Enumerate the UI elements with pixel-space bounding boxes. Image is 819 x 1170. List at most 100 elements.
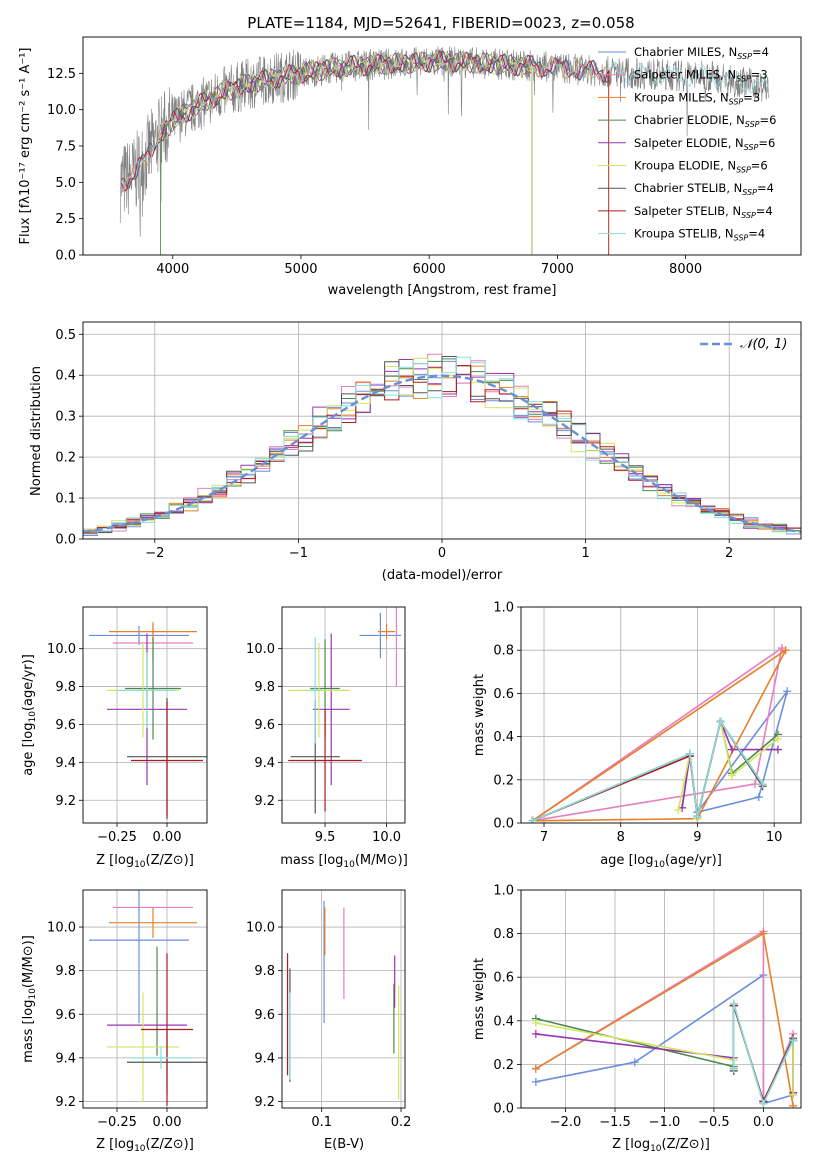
spectrum-ytick-label-0: 0.0 (55, 249, 76, 264)
legend-entry-text: Salpeter MILES, N (634, 68, 736, 82)
weight_age-marker-chabrier-miles (783, 687, 792, 696)
spectrum-xlabel: wavelength [Angstrom, rest frame] (328, 283, 557, 298)
axes-border (520, 889, 802, 1109)
weight_metal-ytick-label-2: 0.4 (493, 1014, 514, 1029)
weight_age-ytick-label-0: 0.0 (493, 817, 514, 832)
weight_metal-marker-salpeter-elodie (531, 1029, 540, 1038)
age_metal-ylabel: age [log10(age/yr)] (21, 654, 38, 776)
age_metal-ytick-label-4: 10.0 (47, 642, 76, 657)
weight_age-xlabel: age [log10(age/yr)] (600, 853, 722, 870)
spectrum-xtick-label-2: 6000 (413, 262, 446, 277)
legend-entry-sub: SSP (736, 75, 751, 84)
mass_metal-ylabel-part: mass [log (21, 1000, 36, 1063)
weight_age-line-chabrier-miles (696, 690, 788, 813)
age_metal-xlabel-part: (Z/Z⊙)] (146, 853, 194, 868)
weight_metal-marker-kroupa-elodie (789, 1090, 798, 1099)
legend-entry-sub: SSP (734, 234, 749, 243)
spectrum-model-chabrier-elodie (159, 51, 533, 255)
residuals-axes: −2 −1 0 1 2 0.0 0.1 0.2 0.3 0.4 0.5 𝒩(0, 1) (data-mo… (29, 321, 802, 583)
legend-entry-label: Chabrier STELIB, NSSP=4 (634, 181, 774, 197)
legend-entry-eq: =4 (756, 204, 773, 218)
spectrum-ytick-label-5: 12.5 (47, 67, 76, 82)
weight_metal-marker-kroupa-stelib (759, 1099, 768, 1108)
mass_ebv-xlabel-part: E(B-V) (324, 1137, 364, 1152)
age_metal-plot-area (83, 607, 207, 823)
mass_metal-xtick-label-1: 0.00 (153, 1115, 182, 1130)
age_mass-ytick-label-2: 9.6 (254, 718, 275, 733)
mass_metal-axes: −0.25 0.009.29.49.69.810.0Z [log10(Z/Z⊙)]… (21, 889, 208, 1154)
spectrum-model-kroupa-stelib (121, 50, 770, 193)
residuals-ytick-label-3: 0.3 (55, 410, 76, 425)
weight_age-ylabel: mass weight (472, 674, 487, 756)
mass_ebv-ytick-label-1: 9.4 (254, 1051, 275, 1066)
spectrum-xtick-label-4: 8000 (669, 262, 702, 277)
residual-legend-label: 𝒩(0, 1) (740, 337, 787, 352)
axes-border (82, 889, 208, 1109)
weight_metal-ytick-label-4: 0.8 (493, 927, 514, 942)
weight_metal-marker-chabrier-miles (531, 1077, 540, 1086)
age_mass-ytick-label-1: 9.4 (254, 756, 275, 771)
age_mass-xtick-label-0: 9.5 (315, 830, 336, 845)
age_mass-ytick-label-0: 9.2 (254, 794, 275, 809)
spectrum-title: PLATE=1184, MJD=52641, FIBERID=0023, z=0… (247, 14, 634, 32)
weight_age-marker-kroupa-elodie (773, 734, 782, 743)
age_mass-ytick-label-4: 10.0 (246, 642, 275, 657)
age_metal-xtick-label-1: 0.00 (153, 830, 182, 845)
axes-border (82, 36, 802, 256)
mass_ebv-xtick-label-0: 0.1 (311, 1115, 332, 1130)
weight_metal-ylabel: mass weight (472, 958, 487, 1040)
residuals-xtick-label-3: 1 (581, 546, 589, 561)
normal-curve (83, 374, 801, 533)
age_metal-xlabel-sub: 10 (134, 860, 146, 870)
age_metal-axes: −0.25 0.009.29.49.69.810.0Z [log10(Z/Z⊙)]… (21, 606, 208, 870)
spectrum-model-salpeter-stelib (121, 50, 610, 255)
weight_metal-axes: −2.0 −1.5 −1.0 −0.5 0.0 0.0 0.2 0.4 0.6 0.8 1.0 Z [… (472, 884, 802, 1154)
residual-ylabel: Normed distribution (29, 366, 44, 496)
legend-entry-text: Chabrier ELODIE, N (634, 113, 745, 127)
mass_ebv-plot-area (282, 890, 405, 1108)
weight_age-ytick-label-4: 0.8 (493, 644, 514, 659)
mass_ebv-xlabel: E(B-V) (324, 1137, 364, 1152)
weight_age-marker-kroupa-elodie (674, 806, 683, 815)
residuals-ytick-label-4: 0.4 (55, 369, 76, 384)
mass_metal-ylabel-part: (M/M⊙)] (21, 935, 36, 988)
spectrum-ytick-label-3: 7.5 (55, 140, 76, 155)
legend-entry-eq: =6 (760, 113, 777, 127)
legend-entry-text: Kroupa MILES, N (634, 90, 729, 104)
age_mass-xlabel-sub: 10 (343, 860, 355, 870)
age_metal-ylabel-part: age [log (21, 723, 36, 776)
spectrum-xtick-label-0: 4000 (156, 262, 189, 277)
spectrum-model-salpeter-elodie (159, 51, 533, 255)
mass_metal-ytick-label-4: 10.0 (47, 921, 76, 936)
weight_metal-marker-kroupa-miles (759, 929, 768, 938)
weight_metal-ytick-label-1: 0.2 (493, 1058, 514, 1073)
weight_metal-marker-kroupa-stelib (729, 1064, 738, 1073)
legend-entry-eq: =4 (757, 181, 774, 195)
weight_age-marker-kroupa-stelib (693, 812, 702, 821)
weight_age-line-salpeter-miles (532, 646, 783, 822)
mass_ebv-ytick-label-4: 10.0 (246, 921, 275, 936)
legend-entry-label: Salpeter MILES, NSSP=3 (634, 68, 768, 84)
legend-entry-eq: =3 (743, 90, 760, 104)
mass_metal-ytick-label-1: 9.4 (55, 1051, 76, 1066)
weight_age-marker-kroupa-miles (781, 646, 790, 655)
age_mass-plot-area (282, 607, 405, 823)
residuals-ytick-label-2: 0.2 (55, 451, 76, 466)
weight_age-marker-kroupa-stelib (716, 717, 725, 726)
mass_metal-xlabel: Z [log10(Z/Z⊙)] (96, 1137, 194, 1154)
legend-entry-sub: SSP (736, 166, 751, 175)
residuals-xtick-label-1: −1 (289, 546, 308, 561)
age_metal-xtick-label-0: −0.25 (97, 830, 137, 845)
residuals-plot-area (83, 322, 801, 539)
mass_metal-ylabel: mass [log10(M/M⊙)] (21, 935, 38, 1063)
spectrum-xtick-label-3: 7000 (541, 262, 574, 277)
legend-entry-text: Chabrier STELIB, N (634, 181, 742, 195)
legend-entry-text: Kroupa ELODIE, N (634, 159, 736, 173)
weight_age-xtick-label-2: 9 (693, 830, 701, 845)
axes-border (281, 606, 406, 824)
spectrum-ytick-label-2: 5.0 (55, 176, 76, 191)
weight_age-xtick-label-0: 7 (540, 830, 548, 845)
age_mass-xlabel-part: mass [log (280, 853, 343, 868)
mass_ebv-ytick-label-3: 9.8 (254, 964, 275, 979)
